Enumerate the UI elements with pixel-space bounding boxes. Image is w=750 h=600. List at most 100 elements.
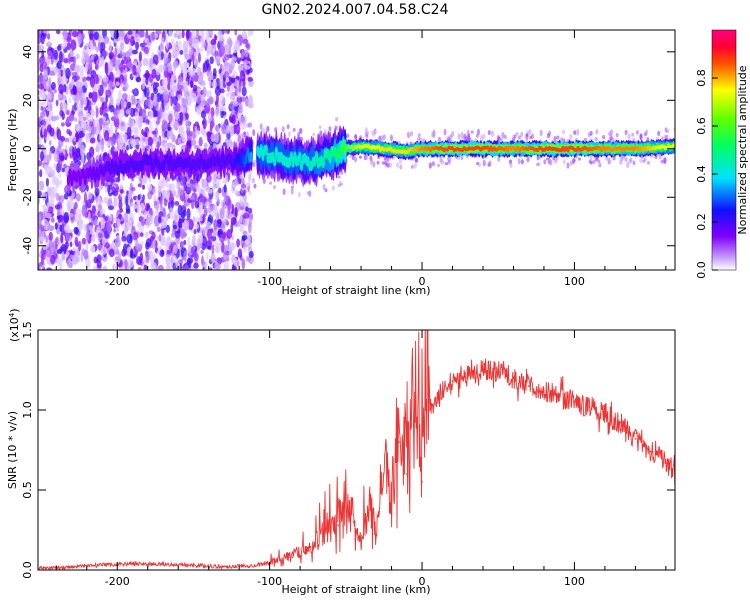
snr-point	[276, 561, 279, 563]
noise-blob	[242, 38, 249, 45]
noise-blob	[198, 52, 202, 63]
noise-blob	[179, 49, 184, 55]
noise-blob	[65, 251, 70, 257]
noise-blob	[109, 104, 115, 113]
noise-blob	[151, 130, 157, 135]
noise-blob	[222, 111, 227, 116]
noise-blob	[41, 191, 48, 201]
spread-blob	[364, 154, 368, 161]
spread-blob	[437, 136, 441, 142]
ridge-mark	[219, 160, 223, 172]
noise-blob	[48, 240, 54, 249]
noise-blob	[206, 131, 211, 138]
noise-blob	[246, 42, 251, 51]
snr-point	[383, 473, 385, 475]
noise-blob	[73, 226, 79, 235]
spread-blob	[646, 161, 650, 165]
noise-blob	[179, 111, 184, 123]
noise-blob	[120, 98, 125, 110]
noise-blob	[219, 234, 225, 243]
spread-blob	[639, 133, 643, 141]
spread-blob	[291, 185, 295, 189]
noise-blob	[66, 199, 70, 209]
noise-blob	[102, 50, 108, 57]
noise-blob	[48, 206, 54, 214]
noise-blob	[183, 138, 188, 144]
spread-blob	[407, 133, 411, 139]
noise-blob	[139, 202, 145, 212]
noise-blob	[77, 221, 83, 232]
noise-blob	[134, 111, 138, 118]
noise-blob	[168, 30, 173, 37]
spread-blob	[487, 163, 491, 168]
noise-blob	[49, 169, 56, 178]
noise-blob	[137, 119, 143, 128]
noise-blob	[151, 231, 156, 240]
spread-blob	[497, 136, 501, 142]
spread-blob	[619, 159, 623, 165]
noise-blob	[88, 57, 92, 69]
noise-blob	[39, 63, 44, 73]
noise-blob	[49, 127, 55, 137]
noise-blob	[73, 94, 80, 104]
noise-blob	[40, 111, 46, 119]
noise-blob	[221, 242, 225, 254]
noise-blob	[50, 115, 57, 122]
spread-blob	[337, 175, 341, 179]
noise-blob	[46, 201, 52, 207]
spread-blob	[457, 133, 461, 140]
noise-blob	[41, 49, 45, 59]
spread-blob	[443, 128, 447, 136]
noise-blob	[75, 193, 81, 202]
noise-blob	[99, 75, 103, 82]
noise-blob	[39, 236, 46, 242]
noise-blob	[172, 81, 177, 94]
noise-blob	[170, 183, 176, 194]
noise-blob	[78, 64, 85, 75]
noise-blob	[85, 83, 88, 89]
noise-blob	[97, 204, 103, 211]
snr-point	[405, 473, 408, 475]
snr-point	[527, 385, 530, 387]
noise-blob	[160, 249, 165, 256]
noise-blob	[138, 51, 143, 63]
colorbar-tick-label: 0.2	[695, 213, 708, 231]
noise-blob	[157, 140, 160, 150]
spread-blob	[615, 132, 619, 138]
noise-blob	[193, 84, 198, 92]
noise-blob	[219, 76, 224, 88]
noise-blob	[142, 194, 145, 202]
spread-blob	[300, 136, 304, 142]
noise-blob	[140, 139, 146, 148]
noise-blob	[188, 69, 195, 77]
noise-blob	[86, 126, 92, 132]
spread-blob	[377, 156, 381, 160]
snr-point	[398, 441, 400, 443]
noise-blob	[166, 236, 172, 247]
noise-blob	[221, 199, 227, 210]
noise-blob	[177, 84, 184, 90]
noise-blob	[91, 111, 95, 117]
noise-blob	[38, 61, 41, 73]
noise-blob	[116, 218, 121, 227]
noise-blob	[38, 183, 41, 192]
noise-blob	[89, 245, 96, 253]
snr-point	[604, 412, 606, 415]
spread-blob	[378, 135, 382, 143]
noise-blob	[248, 94, 254, 107]
noise-blob	[237, 64, 244, 71]
snr-x-tick-label: 0	[419, 575, 426, 588]
snr-point	[162, 563, 164, 566]
noise-blob	[206, 239, 213, 246]
noise-blob	[231, 182, 236, 194]
noise-blob	[162, 93, 166, 100]
noise-blob	[200, 249, 204, 254]
ridge-mark	[264, 144, 268, 156]
noise-blob	[94, 45, 98, 50]
noise-blob	[142, 132, 149, 137]
noise-blob	[247, 222, 252, 234]
noise-blob	[162, 77, 168, 88]
noise-blob	[71, 71, 78, 77]
noise-blob	[173, 214, 179, 222]
